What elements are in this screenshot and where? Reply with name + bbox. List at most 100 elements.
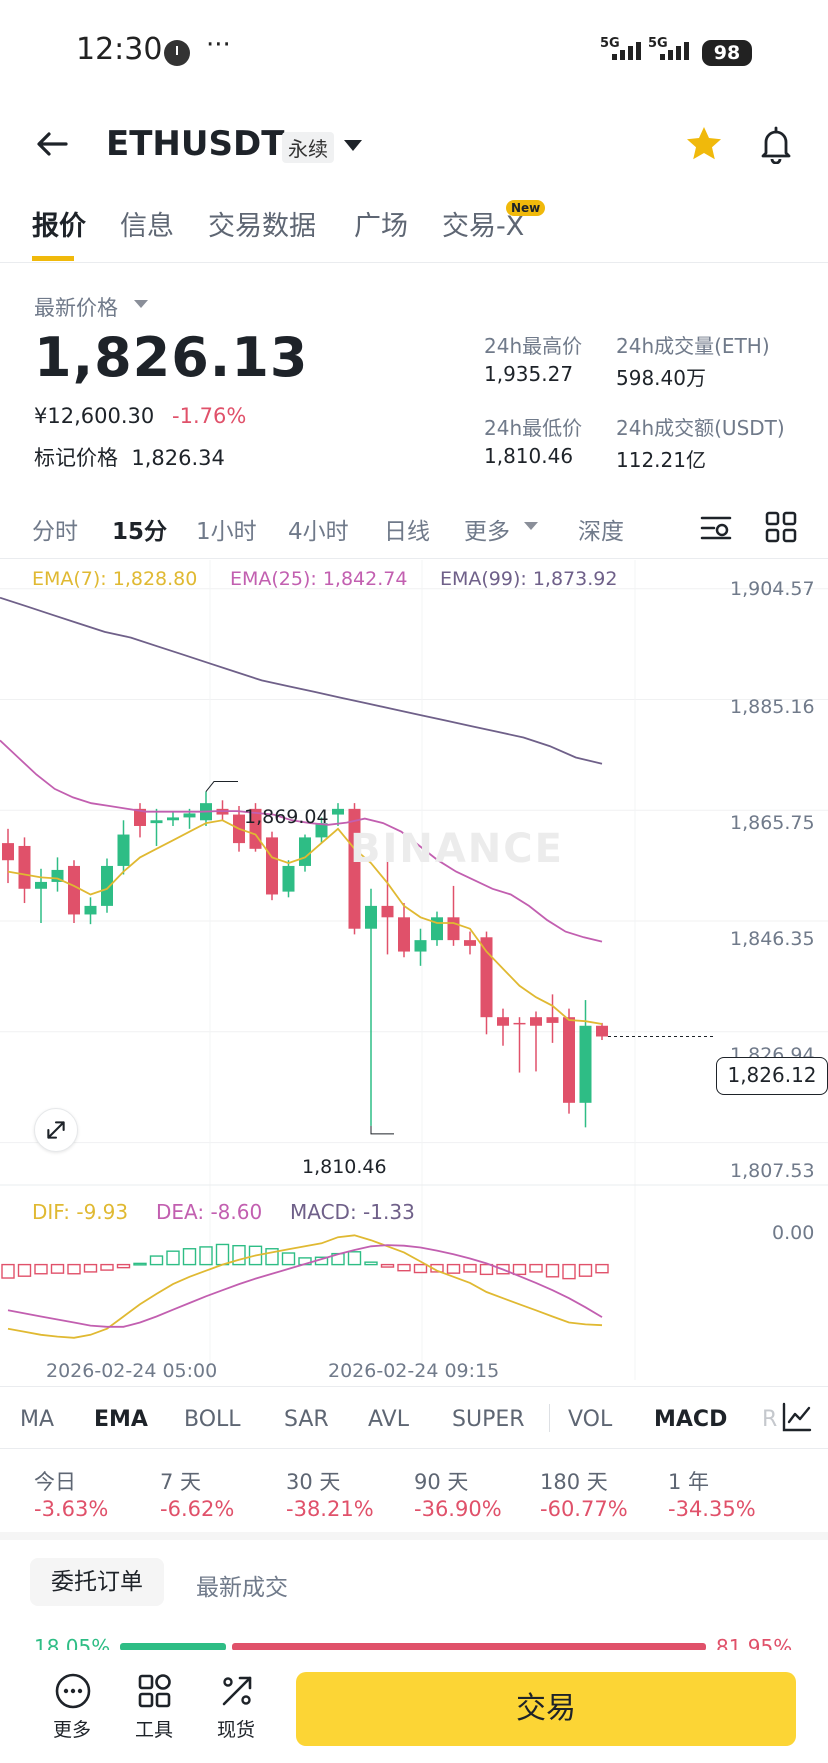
macd-histogram-bar [149, 1255, 164, 1266]
candle-body [2, 843, 14, 861]
last-price: 1,826.13 [34, 326, 309, 389]
more-caret-icon[interactable] [524, 522, 538, 530]
indicator-macd[interactable]: MACD [654, 1407, 728, 1432]
latest-price-label[interactable]: 最新价格 [34, 296, 118, 320]
candlestick-chart[interactable] [0, 560, 828, 1380]
period-timeline[interactable]: 分时 [32, 519, 78, 545]
volume-24h-label: 24h成交量(ETH) [616, 334, 770, 358]
macd-histogram-bar [512, 1263, 527, 1276]
tab-order-book[interactable]: 委托订单 [30, 1558, 164, 1606]
candle-body [68, 865, 80, 915]
more-label[interactable]: 更多 [53, 1719, 92, 1741]
sell-ratio-bar [232, 1643, 706, 1651]
tabs-divider [0, 262, 828, 263]
candle-body [167, 817, 179, 821]
macd-histogram-bar [446, 1263, 461, 1274]
macd-histogram-bar [50, 1263, 65, 1274]
candle-body [150, 820, 163, 824]
candle-body [579, 1025, 592, 1103]
macd-dif-line [7, 1234, 603, 1339]
cny-price: ¥12,600.30 [34, 404, 155, 428]
tab-latest-trades[interactable]: 最新成交 [196, 1575, 288, 1601]
perf-value-30d: -38.21% [286, 1497, 374, 1521]
macd-histogram-bar [1, 1263, 15, 1279]
fullscreen-expand-icon[interactable] [34, 1108, 78, 1152]
candle-body [134, 808, 146, 826]
tab-square[interactable]: 广场 [354, 211, 408, 242]
indicator-avl[interactable]: AVL [368, 1407, 409, 1432]
candle-body [117, 834, 130, 866]
indicator-rsi-partial[interactable]: R [762, 1407, 778, 1432]
candle-body [464, 940, 476, 946]
macd-histogram-bar [529, 1263, 543, 1273]
spot-icon[interactable] [218, 1672, 256, 1710]
bell-icon[interactable] [756, 124, 796, 164]
period-more[interactable]: 更多 [464, 519, 510, 545]
macd-histogram-bar [100, 1263, 114, 1271]
candle-body [497, 1017, 509, 1026]
indicator-sar[interactable]: SAR [284, 1407, 329, 1432]
price-tick: 1,885.16 [730, 696, 815, 718]
chevron-down-icon[interactable] [344, 140, 362, 151]
indicator-ma[interactable]: MA [20, 1407, 55, 1432]
indicator-super[interactable]: SUPER [452, 1407, 525, 1432]
tools-label[interactable]: 工具 [135, 1719, 174, 1741]
tab-quote[interactable]: 报价 [32, 211, 86, 242]
indicator-vol[interactable]: VOL [568, 1407, 613, 1432]
macd-histogram-bar [83, 1263, 98, 1273]
macd-histogram-bar [496, 1263, 510, 1275]
low-annotation-leader [370, 1125, 394, 1135]
high-24h-value: 1,935.27 [484, 362, 574, 386]
signal-icon [612, 42, 641, 60]
candle-body [414, 940, 427, 952]
section-gap [0, 1532, 828, 1540]
candle-body [348, 808, 361, 929]
macd-dea-legend: DEA: -8.60 [156, 1200, 263, 1224]
perf-label-90d: 90 天 [414, 1470, 469, 1494]
period-1h[interactable]: 1小时 [196, 519, 257, 545]
mark-price-value: 1,826.34 [131, 446, 225, 470]
indicator-ema[interactable]: EMA [94, 1407, 148, 1432]
volume-24h-value: 598.40万 [616, 366, 706, 390]
layout-grid-icon[interactable] [764, 510, 798, 544]
caret-down-icon[interactable] [134, 300, 148, 308]
macd-histogram-bar [479, 1263, 494, 1276]
indicator-boll[interactable]: BOLL [184, 1407, 241, 1432]
tools-icon[interactable] [136, 1672, 174, 1710]
perf-value-today: -3.63% [34, 1497, 109, 1521]
perf-label-180d: 180 天 [540, 1470, 608, 1494]
period-depth[interactable]: 深度 [578, 519, 624, 545]
chart-top-divider [0, 558, 828, 559]
candle-body [51, 869, 64, 882]
chart-settings-icon[interactable] [698, 510, 734, 546]
macd-histogram-bar [380, 1263, 395, 1268]
macd-histogram-bar [34, 1263, 48, 1275]
period-4h[interactable]: 4小时 [288, 519, 349, 545]
current-price-tag: 1,826.12 [716, 1057, 828, 1095]
macd-zero-tick: 0.00 [772, 1222, 815, 1244]
candle-body [183, 813, 196, 818]
macd-histogram-bar [182, 1248, 197, 1266]
more-icon[interactable] [54, 1672, 92, 1710]
indicator-settings-icon[interactable] [780, 1400, 814, 1434]
tab-info[interactable]: 信息 [120, 211, 174, 242]
price-tick: 1,807.53 [730, 1160, 815, 1182]
symbol-title[interactable]: ETHUSDT [106, 124, 285, 164]
chart-bottom-divider [0, 1386, 828, 1387]
trade-button[interactable]: 交易 [296, 1672, 796, 1746]
period-15m[interactable]: 15分 [112, 519, 168, 545]
candle-body [101, 865, 113, 906]
ema7-line [7, 819, 603, 1025]
time-label: 2026-02-24 05:00 [46, 1360, 218, 1382]
status-more-dots: ··· [206, 30, 231, 60]
star-icon[interactable] [684, 124, 724, 164]
macd-histogram-bar [364, 1261, 378, 1266]
tab-trade-x[interactable]: 交易-X [442, 211, 525, 242]
spot-label[interactable]: 现货 [217, 1719, 256, 1741]
perf-value-1y: -34.35% [668, 1497, 756, 1521]
period-daily[interactable]: 日线 [384, 519, 430, 545]
back-arrow-icon[interactable] [34, 126, 70, 162]
network-label-1: 5G [600, 36, 620, 51]
candle-body [332, 808, 344, 815]
tab-trading-data[interactable]: 交易数据 [208, 211, 316, 242]
